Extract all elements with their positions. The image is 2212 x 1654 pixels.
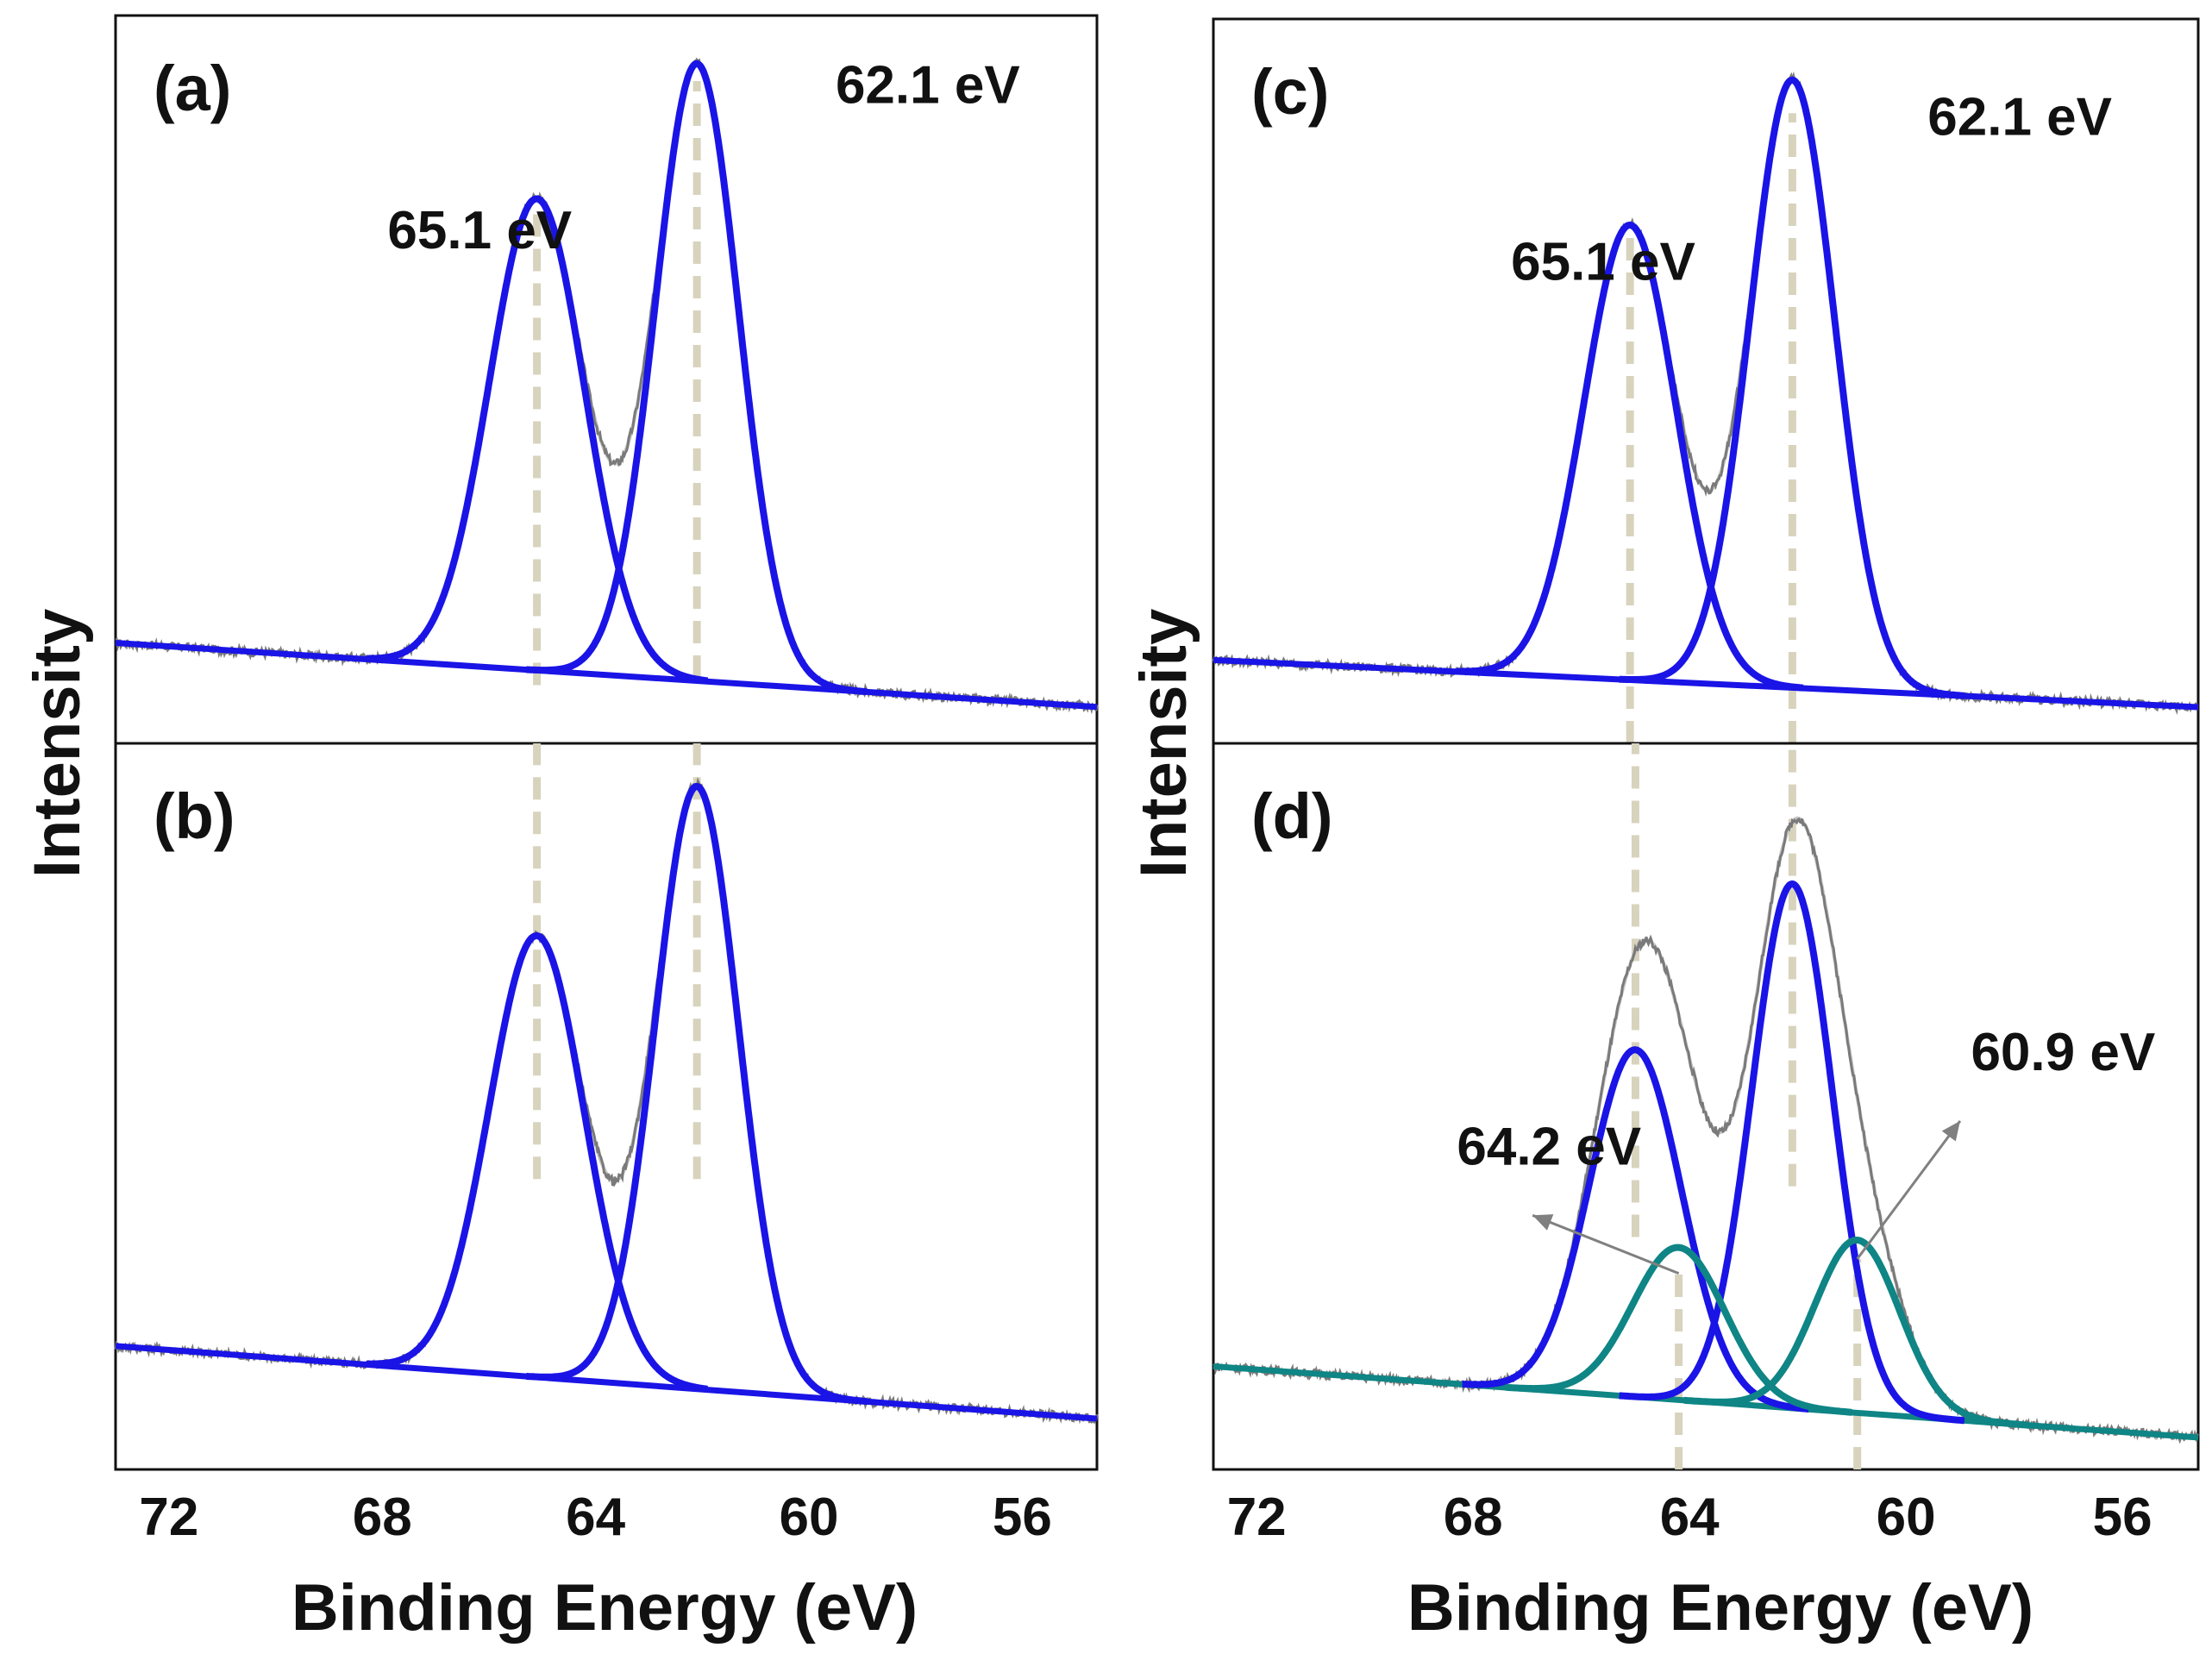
x-tick-label: 56: [993, 1488, 1052, 1547]
fit-component-series: [363, 932, 711, 1393]
x-tick-label: 64: [566, 1488, 625, 1547]
background-line: [115, 1343, 1098, 1422]
panel-d: (d) 64.2 eV 60.9 eV: [1212, 742, 2200, 1471]
panel-c: (c) 65.1 eV 62.1 eV: [1212, 17, 2200, 745]
peak-annotation: 64.2 eV: [1457, 1117, 1641, 1176]
panel-label: (c): [1251, 56, 1329, 128]
fit-component-series: [523, 782, 869, 1406]
fit-component-series: [1616, 880, 1967, 1425]
fit-component-series: [1459, 1046, 1811, 1413]
background-line: [115, 640, 1098, 711]
plot-frame: [114, 14, 1099, 745]
x-axis-title-left: Binding Energy (eV): [291, 1571, 918, 1645]
background-line: [1213, 656, 2199, 711]
panel-b: (b): [114, 742, 1099, 1471]
panel-a: (a) 65.1 eV 62.1 eV: [114, 14, 1099, 745]
annotation-arrow: [1856, 1119, 1962, 1260]
peak-annotation: 62.1 eV: [836, 55, 1020, 115]
x-axis-title-right: Binding Energy (eV): [1407, 1571, 2033, 1645]
plot-frame: [114, 742, 1099, 1471]
panel-label: (d): [1251, 780, 1333, 852]
peak-annotation: 65.1 eV: [1511, 232, 1695, 291]
fit-component-series: [523, 60, 869, 696]
x-tick-label: 72: [1227, 1488, 1287, 1547]
annotation-arrowhead: [1941, 1120, 1960, 1142]
x-tick-label: 68: [1444, 1488, 1503, 1547]
y-axis-title-right: Intensity: [1127, 609, 1200, 879]
peak-annotation: 62.1 eV: [1927, 87, 2112, 147]
x-axis-left: 72 68 64 60 56: [139, 1488, 1052, 1547]
fit-component-series: [1503, 1244, 1855, 1416]
fit-component-series: [1682, 1237, 2032, 1429]
right-figure: (c) 65.1 eV 62.1 eV (d) 64.2 eV 60.9 eV 72 68…: [1127, 17, 2200, 1645]
left-figure: (a) 65.1 eV 62.1 eV (b) 72 68 64 60 56 Binding…: [21, 14, 1099, 1645]
panel-label: (b): [154, 780, 235, 852]
x-tick-label: 56: [2093, 1488, 2152, 1547]
fit-component-series: [1454, 222, 1806, 692]
x-tick-label: 68: [353, 1488, 412, 1547]
peak-annotation: 60.9 eV: [1971, 1023, 2155, 1082]
x-tick-label: 64: [1660, 1488, 1720, 1547]
panel-label: (a): [154, 53, 231, 124]
plot-frame: [1212, 742, 2200, 1471]
x-tick-label: 60: [1877, 1488, 1936, 1547]
x-tick-label: 72: [139, 1488, 198, 1547]
fit-component-series: [363, 195, 711, 685]
x-axis-right: 72 68 64 60 56: [1227, 1488, 2152, 1547]
annotation-arrow: [1532, 1213, 1680, 1275]
annotation-arrowhead: [1532, 1214, 1554, 1231]
x-tick-label: 60: [780, 1488, 839, 1547]
y-axis-title-left: Intensity: [21, 609, 94, 879]
fit-component-series: [1616, 76, 1967, 699]
peak-annotation: 65.1 eV: [387, 201, 572, 260]
